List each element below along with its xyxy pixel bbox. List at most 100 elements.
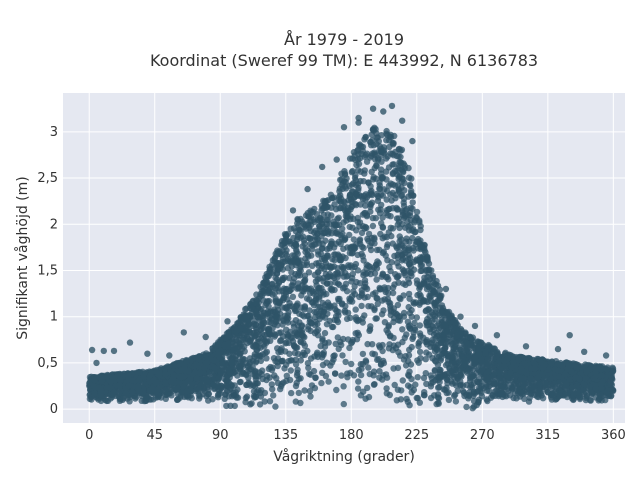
data-point: [395, 279, 402, 286]
data-point: [306, 296, 313, 303]
data-point: [358, 287, 365, 294]
data-point: [424, 278, 431, 285]
data-point: [314, 230, 321, 238]
data-point: [338, 181, 345, 189]
data-point: [315, 285, 322, 292]
data-point: [354, 251, 361, 259]
data-point: [371, 381, 378, 388]
data-point: [483, 383, 490, 390]
data-point: [453, 373, 461, 380]
data-point: [290, 342, 298, 349]
data-point: [423, 341, 431, 348]
data-point: [294, 216, 302, 224]
data-point: [423, 285, 431, 293]
data-point: [348, 293, 356, 300]
data-point: [463, 403, 470, 411]
data-point: [389, 284, 397, 291]
data-point: [392, 344, 400, 352]
data-point: [482, 350, 489, 357]
data-point: [402, 353, 409, 360]
data-point: [362, 395, 369, 402]
data-point: [400, 309, 408, 317]
data-point: [167, 368, 174, 375]
data-point: [328, 212, 335, 219]
data-point: [435, 310, 442, 317]
data-point: [289, 320, 297, 327]
data-point: [326, 317, 333, 325]
data-point: [365, 179, 372, 187]
data-point: [279, 333, 287, 340]
data-point: [406, 346, 413, 353]
data-point: [332, 279, 339, 286]
data-point: [291, 275, 298, 282]
data-point: [596, 395, 603, 403]
data-point: [577, 394, 584, 401]
data-point: [125, 372, 132, 379]
data-point: [196, 369, 204, 377]
data-point: [251, 330, 258, 337]
data-point: [295, 258, 302, 266]
data-point: [242, 398, 249, 406]
data-point: [561, 370, 569, 378]
data-point: [539, 371, 546, 378]
data-point: [252, 321, 260, 328]
data-point: [354, 166, 362, 174]
data-point: [414, 394, 421, 402]
data-point: [339, 352, 346, 359]
data-point: [365, 230, 373, 238]
data-point: [289, 293, 297, 300]
data-point: [262, 349, 269, 357]
data-point: [527, 375, 534, 382]
data-point: [529, 356, 537, 364]
data-point: [363, 194, 371, 201]
data-point: [328, 204, 335, 211]
data-point: [223, 402, 230, 410]
data-point: [423, 349, 430, 356]
data-point: [457, 381, 464, 388]
data-point: [376, 368, 383, 375]
data-point: [402, 362, 410, 369]
data-point: [330, 356, 337, 363]
data-point: [340, 198, 348, 205]
data-point: [387, 308, 395, 315]
data-point: [314, 248, 321, 255]
data-point: [379, 376, 386, 383]
data-point: [445, 389, 452, 396]
data-point: [432, 358, 440, 365]
data-point: [217, 382, 224, 389]
data-point: [304, 209, 311, 217]
data-point: [278, 383, 285, 390]
data-point: [383, 196, 390, 203]
data-point: [414, 374, 421, 381]
data-point: [86, 395, 94, 403]
data-point: [456, 338, 463, 345]
data-point: [177, 374, 184, 381]
data-point: [407, 384, 414, 391]
data-point: [316, 214, 323, 222]
data-point: [469, 384, 476, 391]
data-point: [391, 381, 398, 389]
data-point: [362, 133, 369, 141]
data-point: [325, 273, 332, 281]
data-point: [288, 282, 295, 289]
data-point: [405, 247, 412, 254]
data-point: [520, 381, 527, 388]
data-point: [499, 393, 506, 401]
data-point: [283, 377, 290, 384]
data-point: [224, 377, 231, 384]
data-point: [450, 345, 457, 353]
data-point: [456, 346, 464, 353]
data-point: [389, 161, 396, 168]
data-point: [438, 374, 445, 381]
data-point: [576, 375, 583, 382]
data-point: [364, 293, 371, 301]
data-point: [433, 341, 440, 348]
data-point: [555, 361, 562, 368]
data-point: [171, 385, 178, 392]
data-point: [290, 225, 298, 232]
data-point: [385, 322, 392, 329]
data-point: [355, 146, 362, 153]
data-point: [368, 142, 375, 149]
data-point: [354, 385, 362, 392]
data-point: [247, 337, 254, 344]
